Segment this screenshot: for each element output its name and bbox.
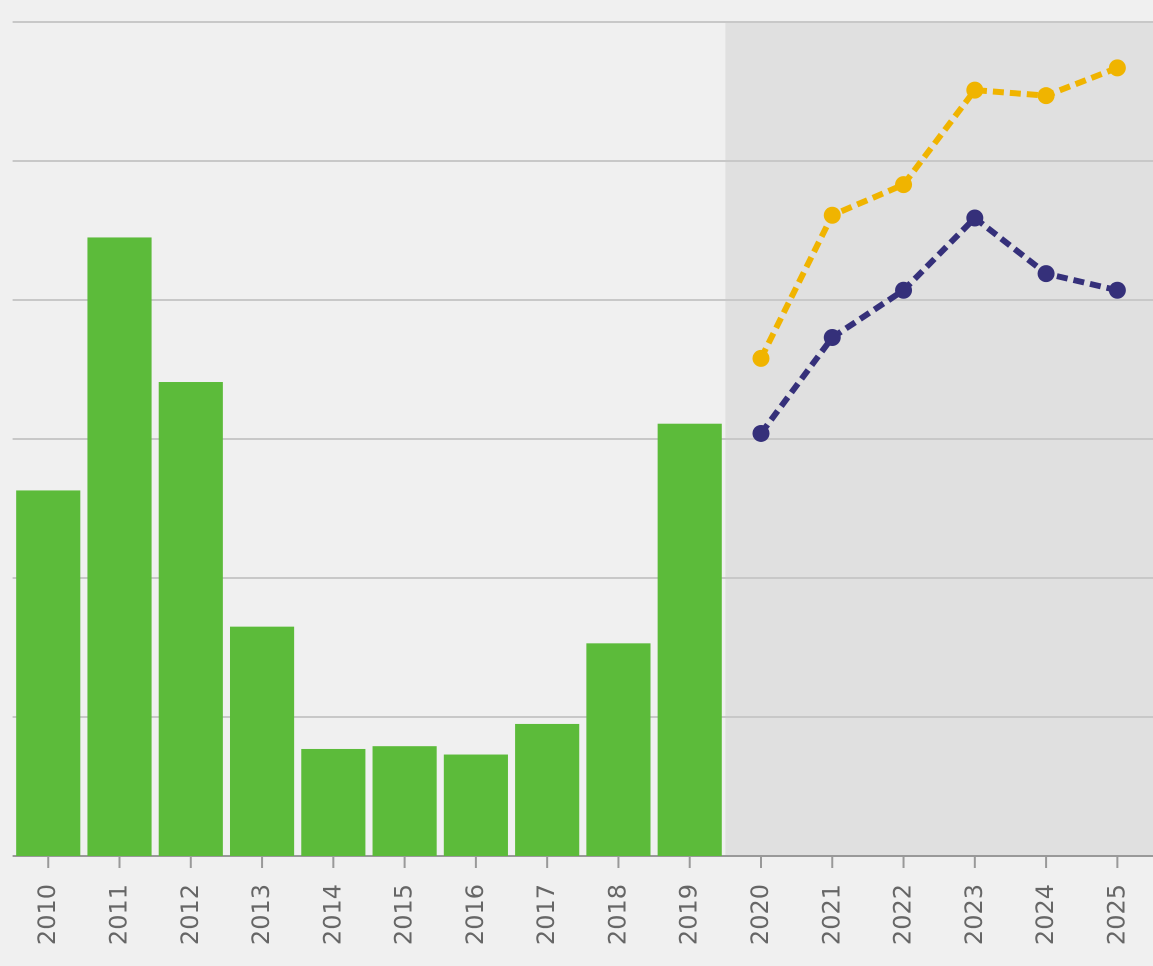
x-tick-label: 2015	[390, 884, 418, 945]
x-tick-label: 2021	[817, 884, 845, 945]
point	[1037, 87, 1055, 105]
bar	[158, 382, 223, 856]
bar	[301, 748, 366, 856]
bar	[16, 490, 81, 856]
line	[758, 213, 1119, 436]
point	[1108, 59, 1126, 77]
x-tick-label: 2019	[675, 884, 703, 945]
bar	[229, 626, 295, 856]
x-tick-label: 2017	[532, 884, 560, 945]
bar	[443, 754, 508, 856]
point	[752, 424, 770, 442]
point	[1108, 281, 1126, 299]
bar	[586, 643, 651, 856]
x-tick-label: 2023	[960, 884, 988, 945]
x-tick-label: 2025	[1102, 884, 1130, 945]
bar	[87, 237, 152, 856]
x-tick-label: 2020	[746, 884, 774, 945]
x-tick-label: 2022	[889, 884, 917, 945]
x-tick-label: 2018	[603, 884, 631, 945]
point	[823, 206, 841, 224]
point	[752, 349, 770, 367]
bar	[372, 746, 437, 856]
x-tick-label: 2014	[318, 884, 346, 945]
bar	[515, 723, 580, 856]
point	[966, 209, 984, 227]
point	[1037, 265, 1055, 283]
line	[758, 65, 1119, 360]
x-tick-label: 2013	[247, 884, 275, 945]
x-tick-label: 2011	[105, 884, 133, 945]
point	[895, 281, 913, 299]
x-tick-label: 2010	[33, 884, 61, 945]
bar	[657, 423, 722, 856]
point	[823, 329, 841, 347]
x-tick-label: 2016	[461, 884, 489, 945]
point	[895, 176, 913, 194]
point	[966, 81, 984, 99]
x-tick-label: 2024	[1031, 884, 1059, 945]
x-tick-label: 2012	[176, 884, 204, 945]
